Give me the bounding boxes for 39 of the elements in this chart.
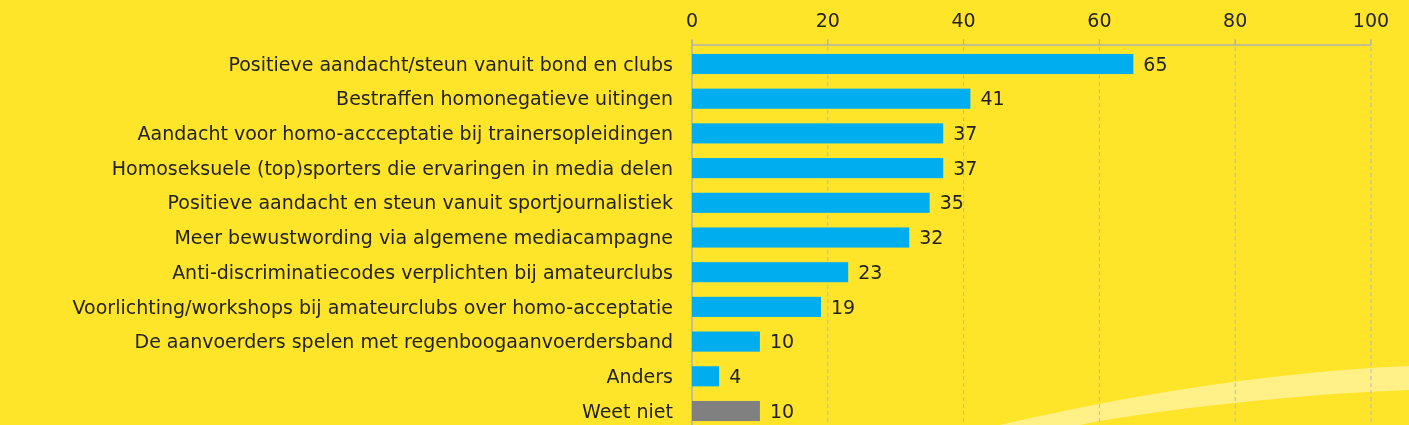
y-tick-label: De aanvoerders spelen met regenboogaanvoerdersband	[134, 330, 673, 353]
data-label: 37	[953, 156, 978, 179]
data-label: 19	[831, 295, 856, 318]
bar	[692, 262, 849, 283]
bar	[692, 88, 971, 109]
bar	[692, 331, 760, 352]
data-label: 32	[919, 226, 944, 249]
y-tick-label: Anti-discriminatiecodes verplichten bij amateurclubs	[172, 260, 673, 283]
data-label: 35	[939, 191, 964, 214]
data-label: 10	[769, 330, 795, 353]
data-label: 4	[729, 364, 742, 387]
bar	[692, 296, 822, 317]
data-label: 10	[769, 399, 795, 422]
y-tick-label: Weet niet	[581, 399, 673, 422]
x-tick-label: 40	[951, 9, 976, 31]
bar	[692, 366, 720, 387]
y-tick-label: Anders	[606, 364, 673, 387]
data-label: 41	[980, 87, 1005, 110]
bar	[692, 192, 930, 213]
x-tick-label: 80	[1223, 9, 1248, 31]
y-tick-label: Bestraffen homonegatieve uitingen	[336, 87, 673, 110]
y-tick-label: Aandacht voor homo-accceptatie bij trainersopleidingen	[137, 122, 673, 145]
y-tick-label: Meer bewustwording via algemene mediacampagne	[174, 226, 673, 249]
x-tick-label: 100	[1352, 9, 1390, 31]
data-label: 37	[953, 122, 978, 145]
x-tick-label: 0	[685, 9, 699, 31]
bar	[692, 123, 944, 144]
y-tick-label: Voorlichting/workshops bij amateurclubs over homo-acceptatie	[72, 295, 673, 318]
data-label: 65	[1143, 52, 1168, 75]
bar	[692, 158, 944, 179]
bar	[692, 400, 760, 422]
data-label: 23	[858, 260, 883, 283]
y-tick-label: Positieve aandacht en steun vanuit sportjournalistiek	[167, 191, 673, 214]
y-tick-label: Homoseksuele (top)sporters die ervaringen in media delen	[111, 156, 673, 179]
bar	[692, 53, 1134, 75]
x-tick-label: 60	[1087, 9, 1112, 31]
y-tick-label: Positieve aandacht/steun vanuit bond en clubs	[228, 52, 673, 75]
x-tick-label: 20	[815, 9, 840, 31]
bar	[692, 227, 910, 248]
